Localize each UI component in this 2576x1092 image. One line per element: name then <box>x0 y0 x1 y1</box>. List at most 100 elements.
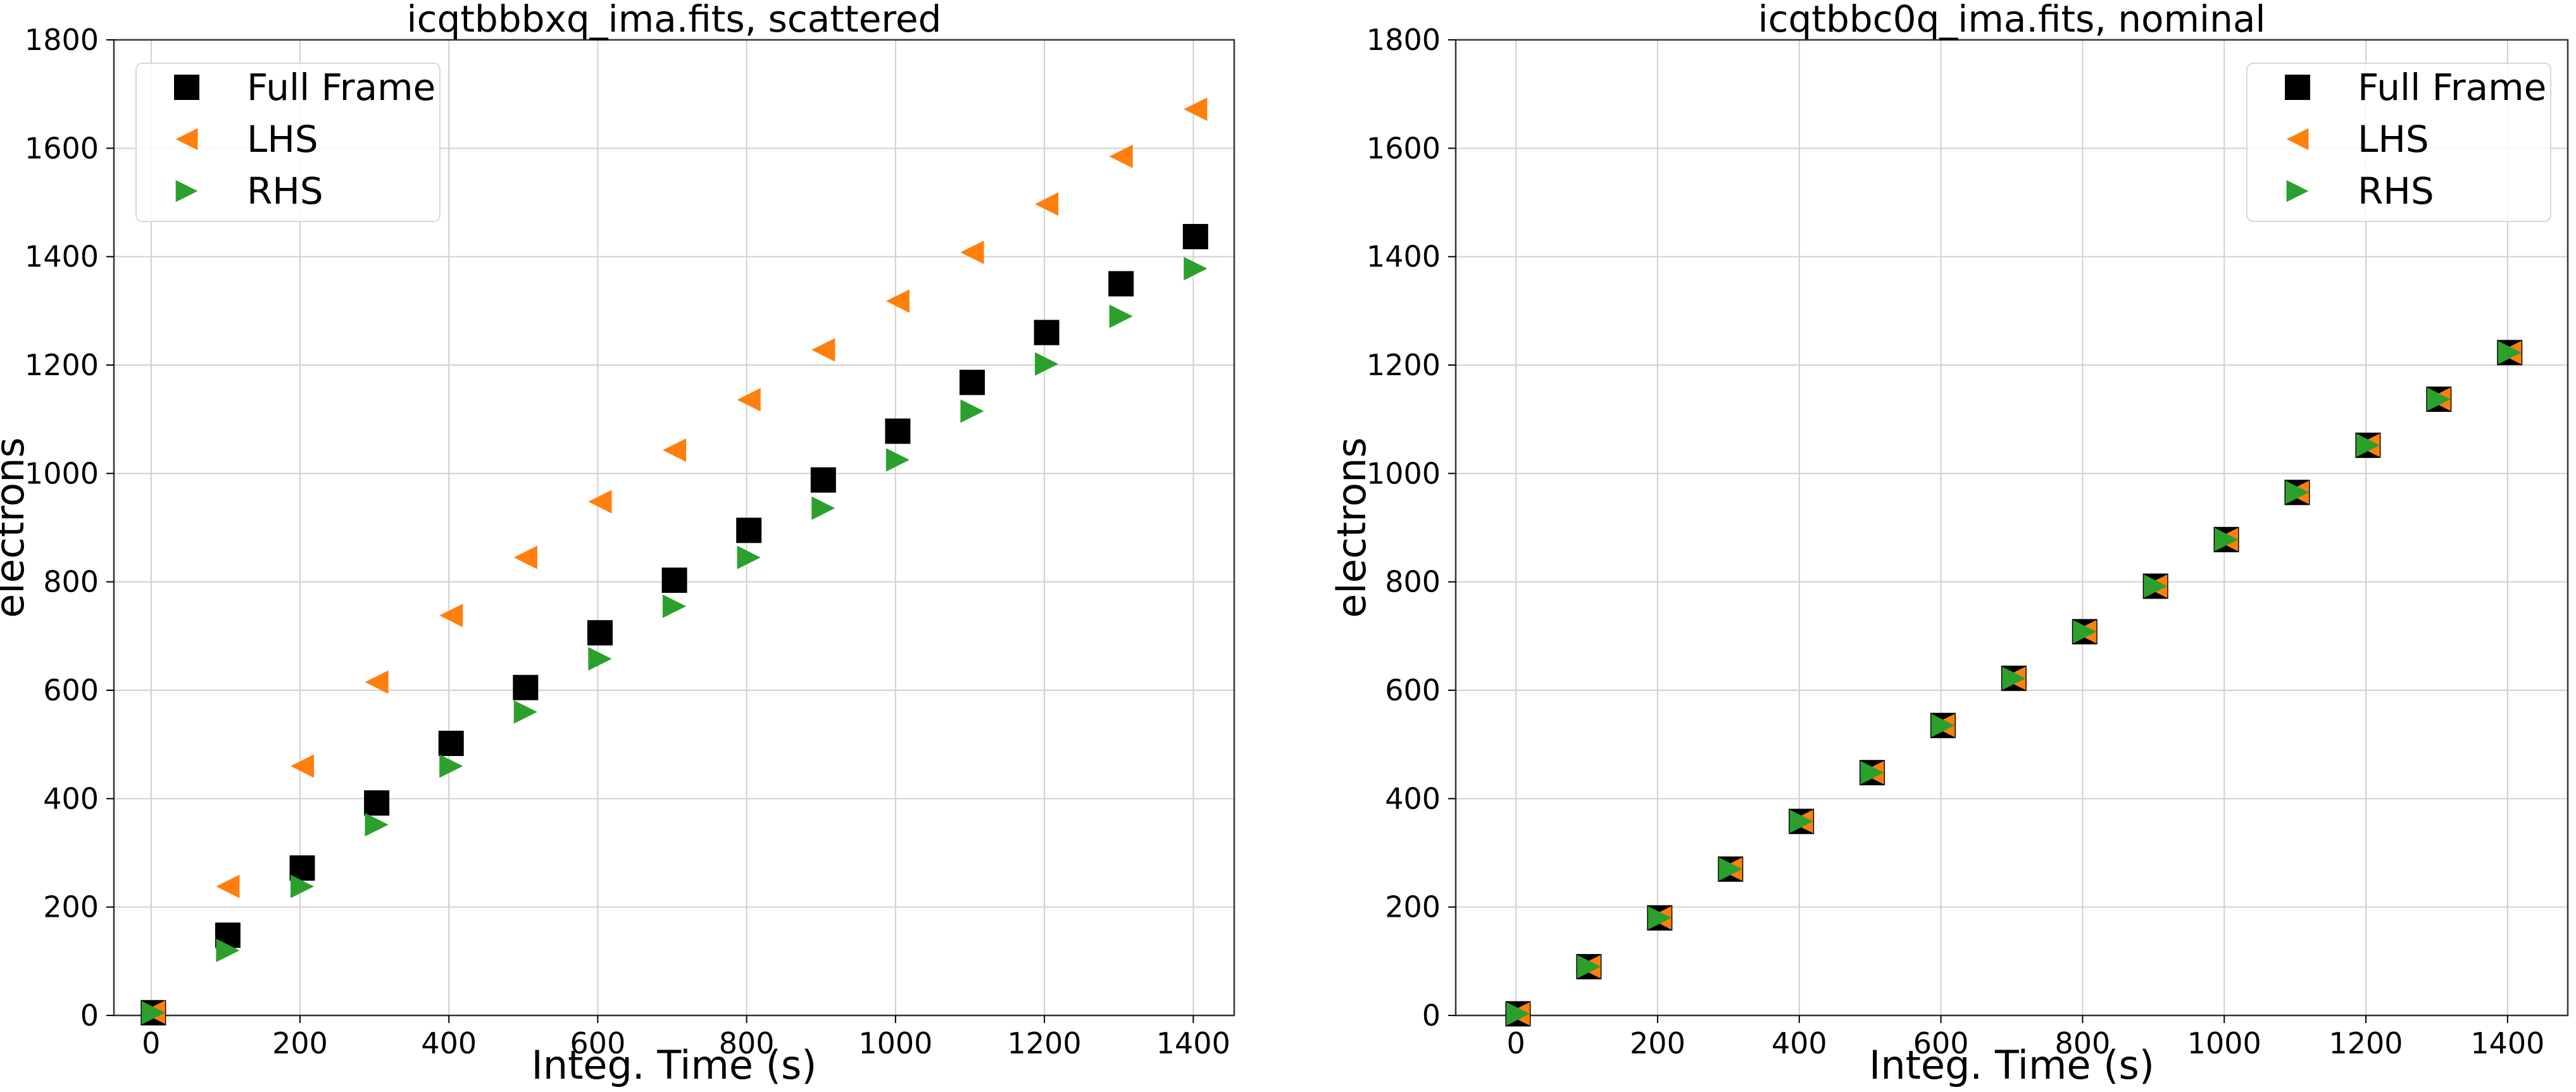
data-point <box>439 754 463 778</box>
data-point <box>1718 857 1742 881</box>
data-point <box>2285 480 2310 504</box>
data-point <box>216 874 240 898</box>
y-tick-label: 0 <box>80 998 99 1033</box>
y-tick-label: 1800 <box>25 23 99 57</box>
y-tick-label: 400 <box>1385 781 1441 816</box>
data-point <box>2498 340 2522 364</box>
series-full-frame <box>141 223 1208 1026</box>
y-tick-label: 1200 <box>25 348 99 382</box>
x-tick-label: 1200 <box>1008 1026 1082 1060</box>
data-point <box>2356 433 2380 457</box>
y-tick-label: 1200 <box>1366 348 1441 382</box>
data-point <box>737 545 761 569</box>
data-point <box>2427 387 2451 411</box>
plot-area <box>113 39 1235 1017</box>
legend-marker <box>174 75 199 100</box>
series-rhs <box>1506 340 2522 1026</box>
y-tick-label: 600 <box>43 673 99 707</box>
x-tick-label: 0 <box>1506 1026 1525 1060</box>
data-point <box>811 496 835 520</box>
x-axis-label: Integ. Time (s) <box>1869 1042 2154 1088</box>
y-tick-label: 1000 <box>25 456 99 490</box>
data-point <box>439 604 463 628</box>
y-tick-label: 600 <box>1385 673 1441 707</box>
data-point <box>513 545 537 569</box>
data-point <box>661 568 687 593</box>
y-tick-label: 200 <box>1385 890 1441 924</box>
data-point <box>737 388 761 412</box>
data-point <box>1182 223 1208 249</box>
data-point <box>587 620 613 646</box>
data-point <box>513 674 539 700</box>
data-point <box>811 338 835 362</box>
chart-panel-left: 0 200 400 600 800 1000 1200 1400 0 200 400 600 800 10… <box>0 0 1235 1088</box>
data-point <box>1035 192 1059 216</box>
plot-area <box>1454 39 2569 1017</box>
legend-marker <box>175 180 198 202</box>
x-tick-label: 0 <box>142 1026 160 1060</box>
data-point <box>960 399 984 423</box>
data-point <box>438 730 464 756</box>
y-tick-label: 1400 <box>1366 240 1441 274</box>
x-tick-label: 1200 <box>2329 1026 2403 1060</box>
series-rhs <box>141 256 1208 1025</box>
data-point <box>365 670 389 694</box>
y-tick-label: 800 <box>1385 565 1441 599</box>
y-axis-label: electrons <box>1329 437 1375 618</box>
legend-label: LHS <box>247 118 318 161</box>
data-point <box>1034 320 1060 345</box>
x-tick-label: 800 <box>2055 1026 2111 1060</box>
data-point <box>1108 271 1134 297</box>
data-point <box>960 240 984 264</box>
x-tick-label: 200 <box>272 1026 328 1060</box>
data-point <box>736 518 762 543</box>
data-point <box>588 647 612 671</box>
data-point <box>663 594 687 618</box>
legend-label: RHS <box>2358 170 2434 213</box>
data-point <box>1184 97 1208 121</box>
data-point <box>1648 906 1672 930</box>
data-point <box>885 448 910 472</box>
x-tick-label: 1400 <box>2470 1026 2544 1060</box>
chart-title: icqtbbc0q_ima.fits, nominal <box>1758 0 2265 40</box>
x-tick-label: 200 <box>1630 1026 1685 1060</box>
data-point <box>2144 574 2168 599</box>
data-point <box>1577 955 1601 979</box>
y-tick-label: 1600 <box>1366 131 1441 165</box>
data-point <box>588 490 612 514</box>
legend-label: LHS <box>2358 118 2429 161</box>
data-point <box>1506 1002 1530 1026</box>
x-tick-label: 800 <box>719 1026 775 1060</box>
x-axis-label: Integ. Time (s) <box>532 1042 817 1088</box>
data-point <box>216 938 240 962</box>
data-point <box>2002 666 2026 690</box>
x-tick-label: 1000 <box>2187 1026 2261 1060</box>
legend-marker <box>175 128 198 151</box>
y-tick-label: 1600 <box>25 131 99 165</box>
legend-marker <box>2286 128 2309 151</box>
data-point <box>885 418 911 444</box>
data-point <box>364 790 390 816</box>
data-point <box>1184 256 1208 281</box>
x-tick-label: 1000 <box>858 1026 932 1060</box>
data-point <box>1109 304 1133 328</box>
y-tick-label: 400 <box>43 781 99 816</box>
legend-box <box>135 63 441 222</box>
legend-label: Full Frame <box>247 66 435 109</box>
legend-label: RHS <box>247 170 323 213</box>
x-tick-label: 1400 <box>1156 1026 1230 1060</box>
data-point <box>1109 144 1133 168</box>
data-point <box>960 369 985 395</box>
data-point <box>1789 809 1813 833</box>
y-tick-label: 1400 <box>25 240 99 274</box>
x-tick-label: 600 <box>1913 1026 1969 1060</box>
legend-marker <box>2285 75 2310 100</box>
x-tick-label: 400 <box>421 1026 477 1060</box>
y-axis-label: electrons <box>0 437 33 618</box>
y-tick-label: 1800 <box>1366 23 1441 57</box>
legend: Full Frame LHS RHS <box>2246 63 2551 222</box>
legend-marker <box>2286 180 2309 202</box>
data-point <box>290 874 315 898</box>
legend-label: Full Frame <box>2358 66 2546 109</box>
